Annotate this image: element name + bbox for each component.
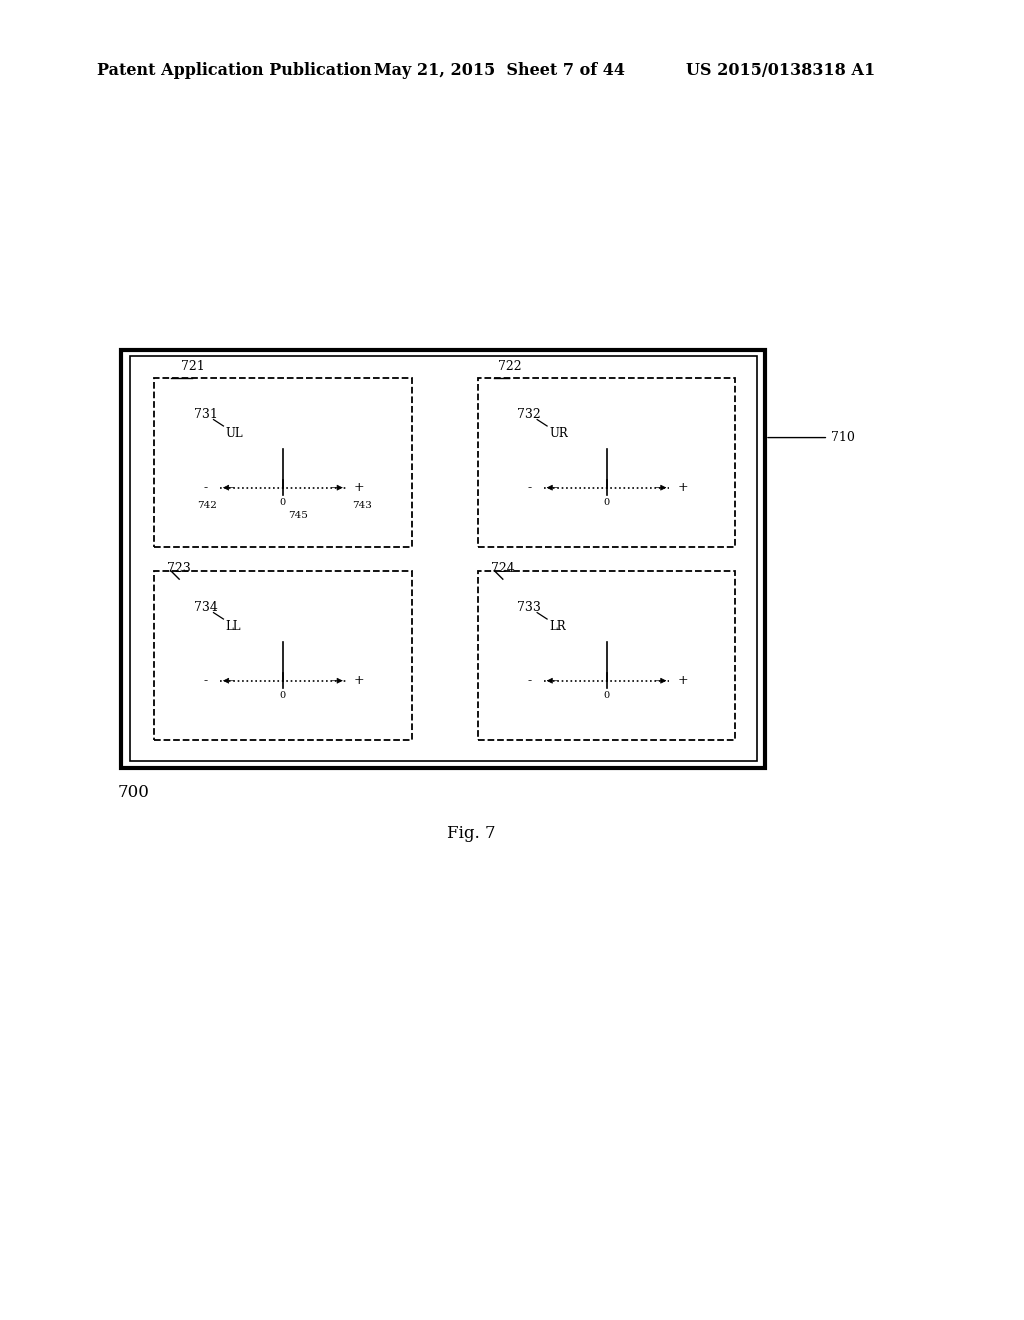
Text: 723: 723 <box>167 562 191 576</box>
Text: 743: 743 <box>352 500 372 510</box>
Text: 722: 722 <box>498 360 521 374</box>
Text: 724: 724 <box>490 562 515 576</box>
Text: +: + <box>677 482 688 494</box>
Text: 0: 0 <box>603 499 609 507</box>
Text: May 21, 2015  Sheet 7 of 44: May 21, 2015 Sheet 7 of 44 <box>374 62 625 79</box>
Bar <box>478 378 735 546</box>
Text: 733: 733 <box>517 601 542 614</box>
Text: 745: 745 <box>288 511 308 520</box>
Text: 0: 0 <box>603 692 609 701</box>
Text: LL: LL <box>225 620 241 632</box>
Text: 710: 710 <box>768 432 855 444</box>
Text: -: - <box>527 675 531 688</box>
Text: +: + <box>353 675 365 688</box>
Text: -: - <box>204 482 208 494</box>
Text: 731: 731 <box>194 408 217 421</box>
Text: 742: 742 <box>197 500 217 510</box>
Text: 700: 700 <box>118 784 150 801</box>
Text: 0: 0 <box>280 499 286 507</box>
Text: Fig. 7: Fig. 7 <box>446 825 496 842</box>
Text: -: - <box>527 482 531 494</box>
Bar <box>478 570 735 741</box>
Text: US 2015/0138318 A1: US 2015/0138318 A1 <box>686 62 876 79</box>
Text: UR: UR <box>549 426 567 440</box>
Bar <box>154 570 412 741</box>
Bar <box>154 378 412 546</box>
Text: 0: 0 <box>280 692 286 701</box>
Text: 734: 734 <box>194 601 217 614</box>
Text: 732: 732 <box>517 408 541 421</box>
Text: LR: LR <box>549 620 565 632</box>
Text: Patent Application Publication: Patent Application Publication <box>97 62 372 79</box>
Text: -: - <box>204 675 208 688</box>
Text: +: + <box>677 675 688 688</box>
Text: UL: UL <box>225 426 243 440</box>
Text: 721: 721 <box>180 360 204 374</box>
Text: +: + <box>353 482 365 494</box>
